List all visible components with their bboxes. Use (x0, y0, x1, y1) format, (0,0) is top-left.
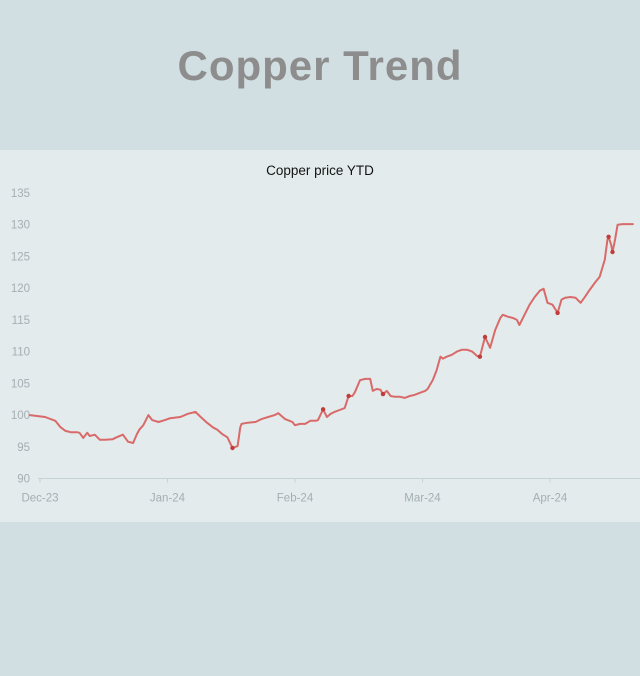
x-tick-label: Jan-24 (150, 493, 186, 505)
x-tick-label: Mar-24 (404, 493, 441, 505)
marker-dot (380, 391, 386, 397)
y-tick-label: 115 (12, 315, 30, 327)
y-tick-label: 100 (11, 410, 30, 422)
marker-dot (610, 249, 615, 255)
x-tick-label: Feb-24 (277, 493, 314, 505)
y-tick-label: 135 (11, 188, 30, 200)
x-tick-label: Dec-23 (21, 493, 58, 505)
y-tick-label: 90 (17, 474, 30, 486)
marker-dot (320, 407, 326, 412)
y-tick-label: 110 (12, 347, 30, 359)
chart-title: Copper price YTD (266, 163, 374, 178)
marker-dot (482, 334, 488, 340)
marker-dot (555, 310, 560, 316)
y-tick-label: 130 (11, 220, 30, 232)
y-tick-label: 105 (11, 378, 30, 390)
page-title: Copper Trend (177, 42, 463, 89)
marker-dot (477, 354, 483, 359)
marker-dot (606, 234, 611, 239)
chart-panel: Dec-23 Jan-24 Feb-24 Mar-24 Apr-24 90 95 100 105… (0, 150, 640, 522)
price-line (28, 223, 634, 449)
y-tick-label: 120 (11, 283, 30, 295)
x-tick-label: Apr-24 (533, 493, 568, 505)
y-tick-label: 125 (11, 251, 30, 263)
line-chart: Dec-23 Jan-24 Feb-24 Mar-24 Apr-24 90 95 100 105… (11, 188, 640, 505)
marker-dot (346, 393, 351, 399)
y-tick-label: 95 (17, 442, 30, 454)
marker-dot (230, 445, 235, 451)
